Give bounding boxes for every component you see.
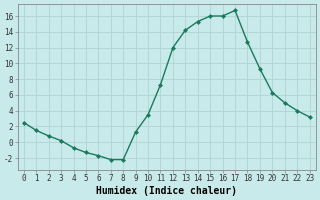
X-axis label: Humidex (Indice chaleur): Humidex (Indice chaleur) <box>96 186 237 196</box>
